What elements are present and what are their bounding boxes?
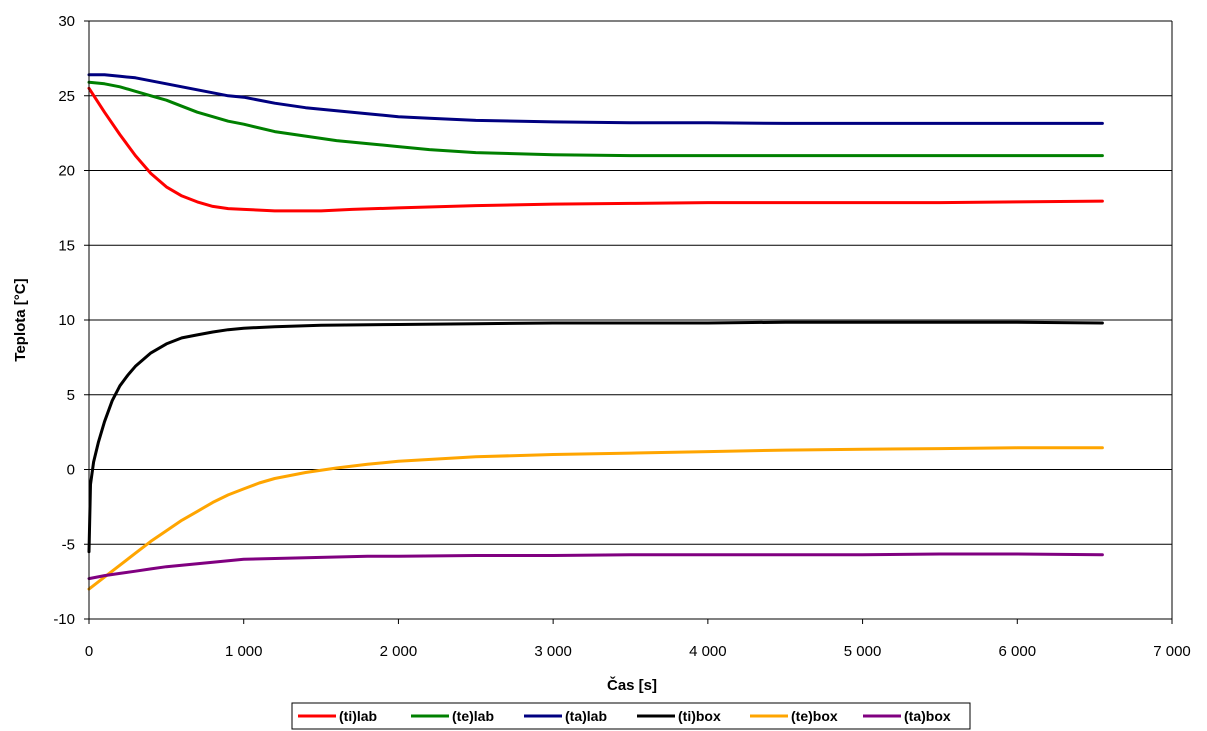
x-tick-labels: 0 1 000 2 000 3 000 4 000 5 000 6 000 7 000 (85, 643, 1191, 660)
y-tick-label-5: 15 (58, 237, 75, 254)
x-axis-title: Čas [s] (607, 676, 657, 694)
series-line-4 (87, 446, 1104, 591)
x-tick-label-4: 4 000 (689, 643, 727, 660)
series-line-0 (87, 86, 1104, 213)
y-tick-labels: -10 -5 0 5 10 15 20 25 30 (53, 13, 75, 628)
x-tick-label-6: 6 000 (999, 643, 1037, 660)
legend-label-1: (te)lab (452, 708, 494, 724)
legend: (ti)lab (te)lab (ta)lab (ti)box (te)box (ta)b… (291, 702, 971, 730)
legend-label-3: (ti)box (678, 708, 721, 724)
legend-label-4: (te)box (791, 708, 838, 724)
y-tick-label-1: -5 (62, 536, 75, 553)
x-tick-label-7: 7 000 (1153, 643, 1191, 660)
x-tick-label-1: 1 000 (225, 643, 263, 660)
y-tick-label-8: 30 (58, 13, 75, 30)
series-line-1 (87, 80, 1104, 158)
y-axis-title: Teplota [°C] (12, 278, 29, 361)
legend-label-5: (ta)box (904, 708, 951, 724)
axes (84, 20, 1173, 624)
series-line-2 (87, 73, 1104, 125)
x-tick-label-3: 3 000 (534, 643, 572, 660)
legend-label-0: (ti)lab (339, 708, 377, 724)
x-tick-label-0: 0 (85, 643, 93, 660)
y-tick-label-3: 5 (67, 387, 75, 404)
y-tick-label-2: 0 (67, 462, 75, 479)
series-line-3 (87, 320, 1104, 554)
y-tick-label-0: -10 (53, 611, 75, 628)
y-tick-label-7: 25 (58, 88, 75, 105)
y-tick-label-6: 20 (58, 163, 75, 180)
legend-box (291, 702, 971, 730)
gridlines (89, 20, 1172, 545)
x-tick-label-2: 2 000 (380, 643, 418, 660)
series-line-5 (87, 552, 1104, 581)
series-lines (87, 73, 1104, 591)
y-tick-label-4: 10 (58, 312, 75, 329)
legend-label-2: (ta)lab (565, 708, 607, 724)
x-tick-label-5: 5 000 (844, 643, 882, 660)
